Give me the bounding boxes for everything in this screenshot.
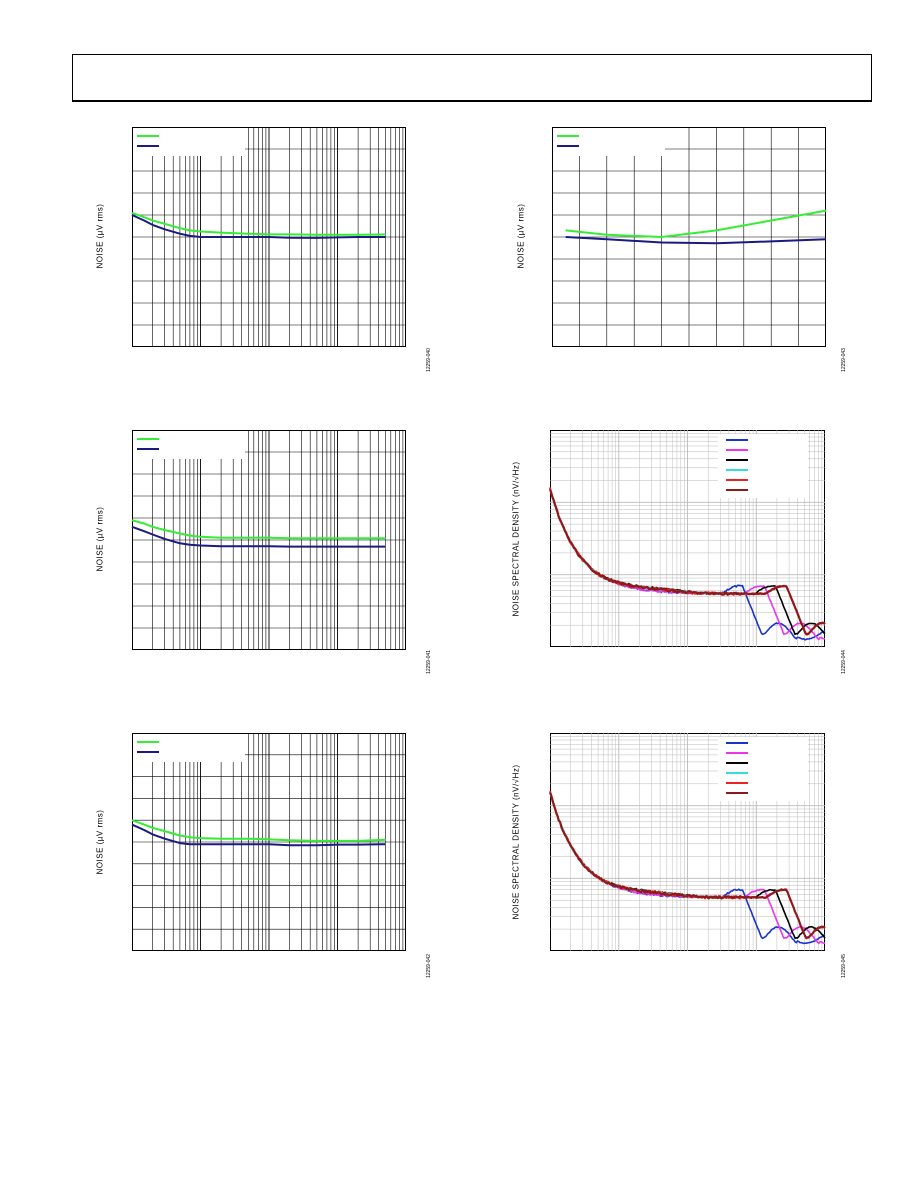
figure-id: 12259-042 [426, 954, 432, 978]
y-axis-label: NOISE SPECTRAL DENSITY (nV/√Hz) [511, 764, 521, 920]
series-line-2 [131, 525, 386, 548]
legend [133, 128, 245, 156]
y-axis-label: NOISE SPECTRAL DENSITY (nV/√Hz) [511, 461, 521, 617]
gridlines [132, 733, 406, 951]
series-line-2 [565, 236, 827, 245]
legend [133, 734, 245, 762]
legend-background [133, 128, 245, 156]
series-line-6 [549, 489, 826, 636]
legend-background [553, 128, 665, 156]
gridlines [550, 733, 825, 951]
series-line-1 [131, 819, 386, 842]
series-line-1 [131, 519, 386, 540]
figure-id: 12259-044 [841, 650, 847, 674]
series-line-1 [565, 209, 827, 238]
legend [718, 434, 808, 498]
figure-id: 12259-041 [426, 650, 432, 674]
figure-id: 12259-045 [841, 954, 847, 978]
legend-background [718, 737, 808, 801]
legend-background [133, 431, 245, 459]
gridlines [550, 430, 825, 647]
noise-spectral-density-chart-2 [549, 733, 826, 951]
noise-vs-parameter-chart [552, 127, 827, 347]
series-line-6 [549, 792, 826, 939]
noise-vs-frequency-chart-2 [131, 430, 406, 650]
gridlines [552, 127, 826, 347]
gridlines [132, 430, 406, 650]
noise-vs-frequency-chart-1 [131, 127, 406, 347]
series-line-1 [131, 211, 386, 236]
noise-spectral-density-chart-1 [549, 430, 826, 647]
series-line-2 [131, 823, 386, 847]
y-axis-label: NOISE (µV rms) [95, 203, 105, 269]
figure-id: 12259-043 [841, 348, 847, 372]
series-line-2 [131, 214, 386, 239]
y-axis-label: NOISE (µV rms) [95, 506, 105, 572]
page-header-box [72, 54, 872, 102]
legend [553, 128, 665, 156]
legend [133, 431, 245, 459]
figure-id: 12259-040 [426, 348, 432, 372]
y-axis-label: NOISE (µV rms) [95, 809, 105, 875]
legend [718, 737, 808, 801]
legend-background [133, 734, 245, 762]
legend-background [718, 434, 808, 498]
y-axis-label: NOISE (µV rms) [516, 203, 526, 269]
noise-vs-frequency-chart-3 [131, 733, 406, 951]
